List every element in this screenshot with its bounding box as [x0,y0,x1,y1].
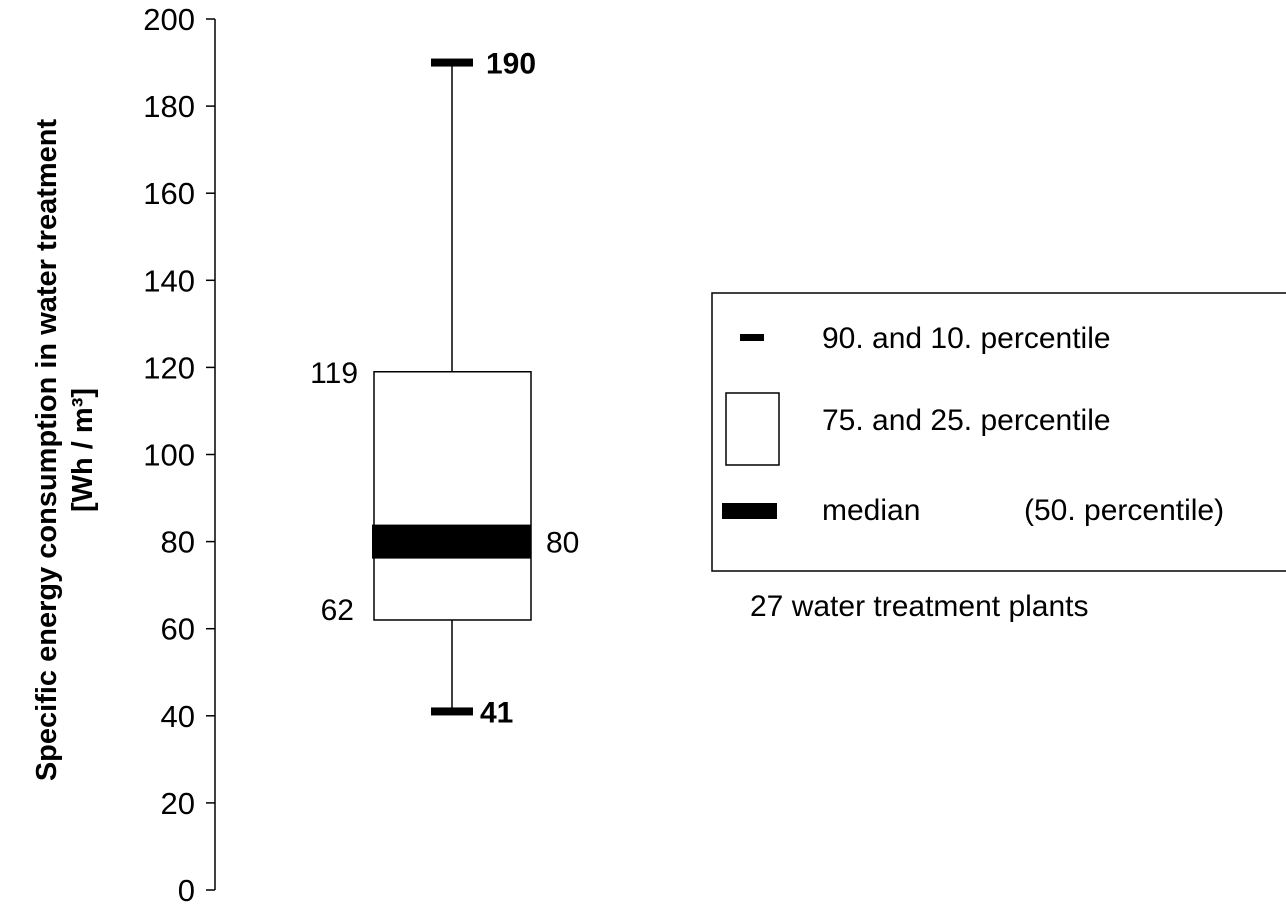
legend-symbol-percentile-90-10 [740,334,764,341]
y-tick-label: 40 [161,699,195,734]
y-axis-title-line1: Specific energy consumption in water tre… [31,119,63,782]
y-axis-title: Specific energy consumption in water tre… [31,119,99,782]
y-tick-label: 100 [143,438,195,473]
legend-symbol-box [725,392,780,466]
y-axis: 0 20 40 60 80 100 120 140 160 180 200 [143,2,216,907]
p10-marker [431,707,473,716]
legend-label-median: median [822,494,920,527]
median-value-label: 80 [546,527,579,560]
p75-value-label: 119 [310,357,358,390]
legend-label-percentile-90-10: 90. and 10. percentile [822,322,1111,355]
y-tick-label: 80 [161,525,195,560]
interquartile-box [373,371,532,621]
p90-marker [431,58,473,67]
median-bar [372,524,531,559]
box-plot: 190 41 119 62 80 [310,48,579,730]
legend-note: 27 water treatment plants [750,590,1089,623]
legend-symbol-median [722,503,777,519]
y-tick-label: 180 [143,89,195,124]
legend-label-median-extra: (50. percentile) [1024,494,1224,527]
p10-value-label: 41 [480,696,513,729]
y-tick-label: 160 [143,176,195,211]
y-tick-label: 200 [143,2,195,37]
y-tick-label: 120 [143,350,195,385]
legend-label-box: 75. and 25. percentile [822,404,1111,437]
legend-frame [711,292,1286,572]
legend: 90. and 10. percentile 75. and 25. perce… [711,292,1286,572]
y-tick-label: 0 [178,873,195,907]
y-tick-label: 60 [161,612,195,647]
y-axis-title-line2: [Wh / m³] [67,388,99,512]
p25-value-label: 62 [321,594,354,627]
y-tick-label: 20 [161,786,195,821]
y-tick-label: 140 [143,263,195,298]
p90-value-label: 190 [486,48,536,81]
